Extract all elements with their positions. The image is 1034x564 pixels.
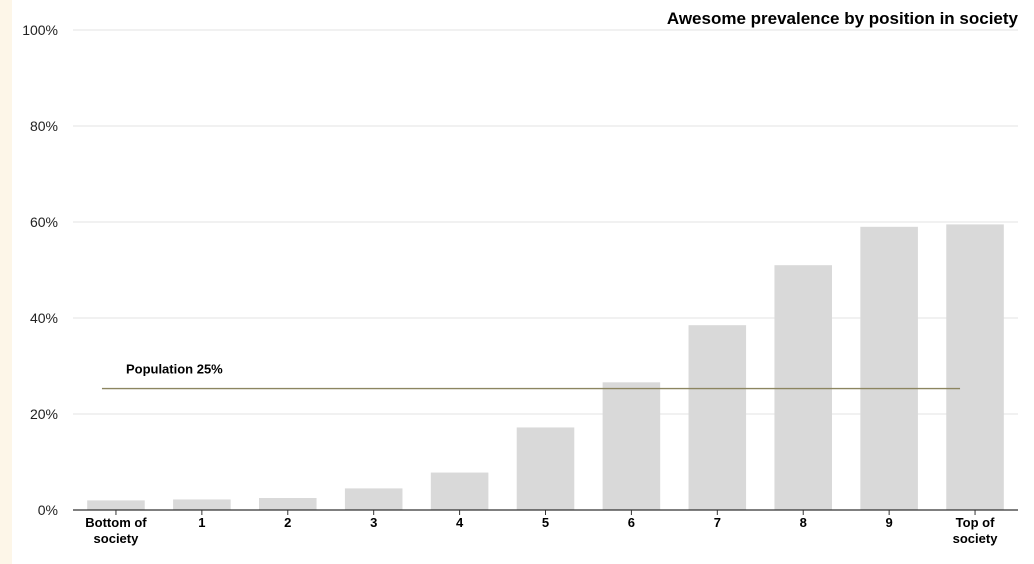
bar <box>516 427 575 510</box>
x-tick-label: 6 <box>628 515 635 530</box>
bar <box>860 226 918 511</box>
bar <box>946 224 1004 510</box>
y-axis-ticks: 0% 20% 40% 60% 80% 100% <box>22 22 58 518</box>
y-tick-label: 80% <box>30 118 58 134</box>
x-tick-label: 2 <box>284 515 291 530</box>
reference-line-group: Population 25% <box>101 362 961 390</box>
x-tick-label: 3 <box>370 515 377 530</box>
x-tick-label: 5 <box>542 515 549 530</box>
population-reference-label: Population 25% <box>126 362 223 377</box>
bar <box>430 472 489 510</box>
bar <box>87 500 145 510</box>
bar <box>602 382 661 510</box>
y-tick-label: 60% <box>30 214 58 230</box>
x-tick-label: Bottom of society <box>85 515 147 546</box>
bar <box>774 265 833 510</box>
x-tick-label: 4 <box>456 515 464 530</box>
x-tick-label: Top of society <box>953 515 999 546</box>
bar <box>688 325 747 510</box>
y-tick-label: 0% <box>38 502 58 518</box>
x-tick-label: 1 <box>198 515 205 530</box>
y-tick-label: 100% <box>22 22 58 38</box>
bars <box>87 224 1004 511</box>
y-tick-label: 20% <box>30 406 58 422</box>
bar <box>344 488 403 510</box>
x-tick-label: 8 <box>800 515 807 530</box>
chart-title: Awesome prevalence by position in societ… <box>667 9 1019 28</box>
x-tick-label: 7 <box>714 515 721 530</box>
x-axis-ticks: Bottom of society 1 2 3 4 5 6 7 8 9 Top of society <box>85 510 998 546</box>
y-tick-label: 40% <box>30 310 58 326</box>
bar <box>173 499 231 510</box>
bar <box>258 498 317 510</box>
x-tick-label: 9 <box>886 515 893 530</box>
